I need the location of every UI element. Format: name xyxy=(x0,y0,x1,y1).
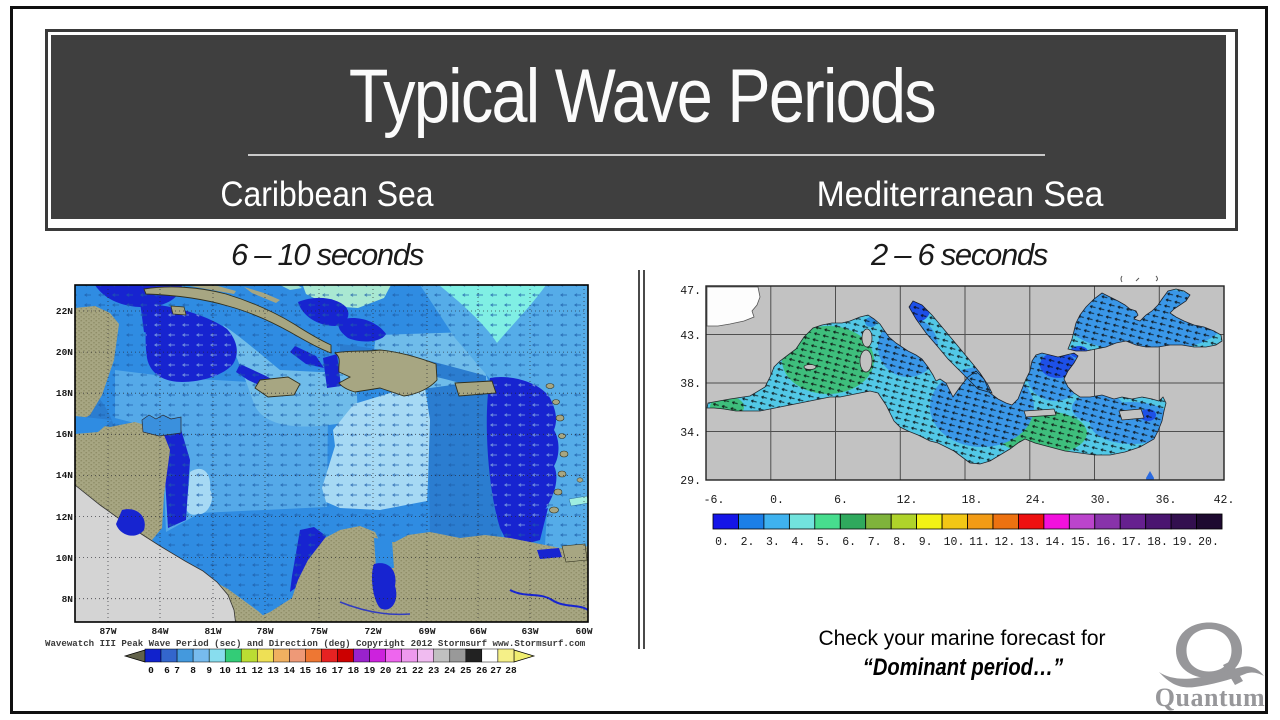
svg-text:36.: 36. xyxy=(1156,494,1177,507)
svg-text:81W: 81W xyxy=(204,626,221,637)
svg-text:10N: 10N xyxy=(56,553,73,564)
svg-text:15.: 15. xyxy=(1071,536,1092,549)
svg-text:8.: 8. xyxy=(893,536,907,549)
svg-text:12: 12 xyxy=(252,665,264,676)
svg-text:18N: 18N xyxy=(56,388,73,399)
svg-text:20: 20 xyxy=(380,665,392,676)
svg-text:28: 28 xyxy=(505,665,517,676)
svg-text:6: 6 xyxy=(164,665,170,676)
svg-text:13: 13 xyxy=(268,665,280,676)
svg-text:66W: 66W xyxy=(469,626,486,637)
svg-text:15: 15 xyxy=(300,665,312,676)
svg-text:6.: 6. xyxy=(834,494,848,507)
svg-text:11.: 11. xyxy=(969,536,990,549)
svg-text:18.: 18. xyxy=(962,494,983,507)
svg-text:75W: 75W xyxy=(310,626,327,637)
svg-text:0.: 0. xyxy=(715,536,729,549)
svg-text:21: 21 xyxy=(396,665,408,676)
svg-text:10.: 10. xyxy=(944,536,965,549)
svg-text:Quantum: Quantum xyxy=(1155,683,1265,712)
svg-text:19: 19 xyxy=(364,665,376,676)
svg-text:11: 11 xyxy=(235,665,247,676)
svg-text:12.: 12. xyxy=(995,536,1016,549)
svg-text:29.: 29. xyxy=(680,475,701,488)
svg-text:12N: 12N xyxy=(56,512,73,523)
svg-text:Wavewatch III Peak Wave Period: Wavewatch III Peak Wave Period (sec) and… xyxy=(45,638,586,649)
svg-text:69W: 69W xyxy=(418,626,435,637)
svg-text:13.: 13. xyxy=(1020,536,1041,549)
svg-text:6.: 6. xyxy=(842,536,856,549)
svg-text:8N: 8N xyxy=(62,594,74,605)
svg-text:14.: 14. xyxy=(1045,536,1066,549)
svg-text:24.: 24. xyxy=(1026,494,1047,507)
svg-text:9.: 9. xyxy=(919,536,933,549)
svg-text:9: 9 xyxy=(206,665,212,676)
svg-text:18.: 18. xyxy=(1147,536,1168,549)
svg-text:43.: 43. xyxy=(680,330,701,343)
svg-text:16N: 16N xyxy=(56,429,73,440)
svg-text:25: 25 xyxy=(460,665,472,676)
svg-text:0: 0 xyxy=(148,665,154,676)
svg-text:18: 18 xyxy=(348,665,360,676)
svg-text:4.: 4. xyxy=(791,536,805,549)
svg-text:20.: 20. xyxy=(1198,536,1219,549)
svg-text:16.: 16. xyxy=(1096,536,1117,549)
svg-text:27: 27 xyxy=(490,665,502,676)
svg-text:63W: 63W xyxy=(521,626,538,637)
svg-text:5.: 5. xyxy=(817,536,831,549)
svg-text:87W: 87W xyxy=(99,626,116,637)
svg-text:22: 22 xyxy=(412,665,424,676)
svg-text:26: 26 xyxy=(476,665,488,676)
svg-text:7: 7 xyxy=(174,665,180,676)
svg-text:17: 17 xyxy=(332,665,344,676)
svg-text:8: 8 xyxy=(190,665,196,676)
svg-text:19.: 19. xyxy=(1173,536,1194,549)
svg-text:7.: 7. xyxy=(868,536,882,549)
svg-text:60W: 60W xyxy=(575,626,592,637)
svg-text:16: 16 xyxy=(316,665,328,676)
svg-text:84W: 84W xyxy=(151,626,168,637)
svg-text:17.: 17. xyxy=(1122,536,1143,549)
svg-text:0.: 0. xyxy=(770,494,784,507)
svg-text:20N: 20N xyxy=(56,347,73,358)
svg-text:22N: 22N xyxy=(56,306,73,317)
svg-text:12.: 12. xyxy=(897,494,918,507)
svg-text:3.: 3. xyxy=(766,536,780,549)
svg-text:23: 23 xyxy=(428,665,440,676)
svg-text:42.: 42. xyxy=(1214,494,1235,507)
svg-text:47.: 47. xyxy=(680,285,701,298)
svg-text:10: 10 xyxy=(219,665,231,676)
svg-text:24: 24 xyxy=(444,665,456,676)
svg-text:38.: 38. xyxy=(680,378,701,391)
svg-text:14: 14 xyxy=(284,665,296,676)
svg-text:2.: 2. xyxy=(741,536,755,549)
svg-text:30.: 30. xyxy=(1091,494,1112,507)
svg-text:14N: 14N xyxy=(56,470,73,481)
svg-text:-6.: -6. xyxy=(704,494,725,507)
svg-text:78W: 78W xyxy=(256,626,273,637)
svg-text:72W: 72W xyxy=(364,626,381,637)
svg-text:34.: 34. xyxy=(680,427,701,440)
